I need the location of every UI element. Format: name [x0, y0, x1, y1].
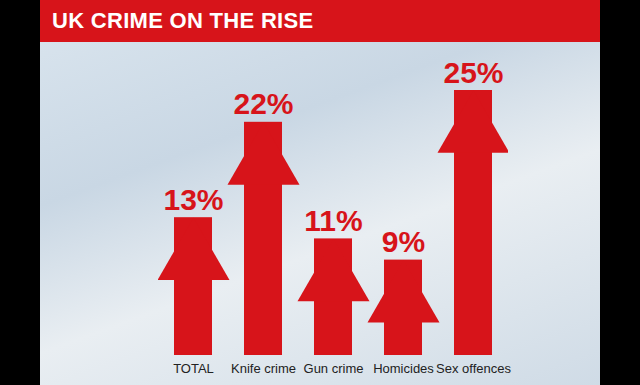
svg-text:11%: 11%	[304, 204, 362, 237]
svg-text:Homicides: Homicides	[373, 361, 434, 376]
svg-text:Knife crime: Knife crime	[231, 361, 296, 376]
svg-text:Gun crime: Gun crime	[304, 361, 364, 376]
svg-text:25%: 25%	[443, 56, 503, 89]
svg-text:22%: 22%	[233, 87, 293, 120]
html-text:UK CRIME ON THE RISE: UK CRIME ON THE RISE	[52, 8, 314, 33]
svg-text:9%: 9%	[382, 225, 425, 258]
svg-text:Sex offences: Sex offences	[436, 361, 511, 376]
svg-text:TOTAL: TOTAL	[173, 361, 214, 376]
svg-text:13%: 13%	[163, 183, 223, 216]
